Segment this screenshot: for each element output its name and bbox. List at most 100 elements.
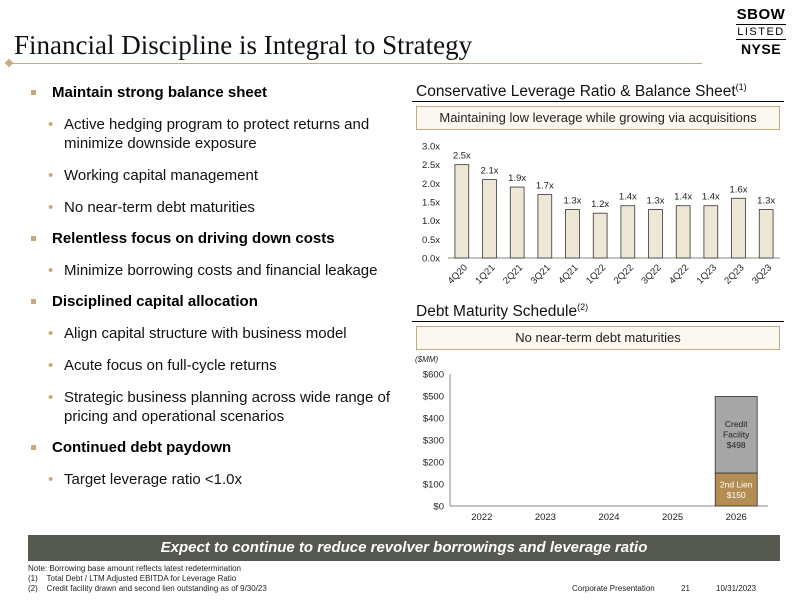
x-tick-label: 3Q21 bbox=[529, 262, 553, 286]
y-tick-label: 0.0x bbox=[422, 254, 440, 265]
leverage-bar bbox=[537, 194, 553, 259]
debt-banner: No near-term debt maturities bbox=[416, 326, 780, 350]
note-line: (1) Total Debt / LTM Adjusted EBITDA for… bbox=[28, 574, 237, 583]
y-tick-label: $400 bbox=[423, 414, 444, 425]
x-tick-label: 2025 bbox=[662, 512, 683, 523]
x-tick-label: 2026 bbox=[726, 512, 747, 523]
leverage-bar bbox=[565, 209, 580, 259]
leverage-data-label: 1.3x bbox=[564, 195, 582, 206]
leverage-data-label: 1.4x bbox=[702, 192, 720, 203]
unit-label: ($MM) bbox=[415, 355, 438, 364]
debt-footnote-ref: (2) bbox=[577, 302, 589, 312]
x-tick-label: 2023 bbox=[535, 512, 556, 523]
x-tick-label: 4Q20 bbox=[446, 262, 470, 286]
x-tick-label: 2Q21 bbox=[501, 262, 525, 286]
title-divider bbox=[10, 63, 702, 64]
leverage-bar bbox=[648, 209, 663, 259]
debt-section-title: Debt Maturity Schedule(2) bbox=[416, 302, 588, 321]
bullet-balance-sheet: Maintain strong balance sheet bbox=[28, 84, 398, 101]
logo-rule bbox=[736, 24, 786, 25]
x-tick-label: 2024 bbox=[598, 512, 619, 523]
y-tick-label: 0.5x bbox=[422, 235, 440, 246]
sub-bullet: Strategic business planning across wide … bbox=[28, 388, 398, 426]
leverage-data-label: 1.3x bbox=[757, 195, 775, 206]
sub-bullet: Target leverage ratio <1.0x bbox=[28, 470, 398, 489]
logo-rule bbox=[736, 39, 786, 40]
leverage-banner: Maintaining low leverage while growing v… bbox=[416, 106, 780, 130]
leverage-data-label: 1.4x bbox=[674, 192, 692, 203]
footnotes: Note: Borrowing base amount reflects lat… bbox=[28, 564, 267, 594]
y-tick-label: $300 bbox=[423, 436, 444, 447]
leverage-bar bbox=[592, 212, 608, 259]
y-tick-label: 2.5x bbox=[422, 160, 440, 171]
leverage-bar bbox=[509, 186, 525, 259]
leverage-bar bbox=[675, 205, 691, 259]
x-tick-label: 2022 bbox=[471, 512, 492, 523]
x-tick-label: 1Q23 bbox=[695, 262, 719, 286]
sub-bullet: Minimize borrowing costs and financial l… bbox=[28, 261, 398, 280]
page-number: 21 bbox=[681, 584, 690, 593]
leverage-data-label: 1.7x bbox=[536, 181, 554, 192]
leverage-data-label: 1.3x bbox=[647, 195, 665, 206]
note-line: (2) Credit facility drawn and second lie… bbox=[28, 584, 267, 593]
leverage-data-label: 2.5x bbox=[453, 151, 471, 162]
page-title: Financial Discipline is Integral to Stra… bbox=[14, 30, 473, 60]
y-tick-label: $200 bbox=[423, 458, 444, 469]
leverage-chart: 0.0x 0.5x 1.0x 1.5x 2.0x 2.5x 3.0x 2.5x 4Q20 2.1x… bbox=[422, 142, 780, 287]
leverage-bar bbox=[758, 209, 774, 259]
bullet-list: Maintain strong balance sheet Active hed… bbox=[28, 84, 398, 502]
leverage-footnote-ref: (1) bbox=[735, 82, 747, 92]
logo-exchange: NYSE bbox=[740, 41, 782, 57]
leverage-section-title: Conservative Leverage Ratio & Balance Sh… bbox=[416, 82, 747, 101]
sub-bullet: Active hedging program to protect return… bbox=[28, 115, 398, 153]
x-tick-label: 2Q22 bbox=[612, 262, 636, 286]
sub-bullet: Acute focus on full-cycle returns bbox=[28, 356, 398, 375]
sub-bullet: Working capital management bbox=[28, 166, 398, 185]
bullet-costs: Relentless focus on driving down costs bbox=[28, 230, 398, 247]
y-tick-label: 1.5x bbox=[422, 198, 440, 209]
debt-chart: ($MM) $0 $100 $200 $300 $400 $500 $600 2022 2023 2… bbox=[415, 355, 768, 523]
x-tick-label: 1Q22 bbox=[584, 262, 608, 286]
credit-facility-label: Credit Facility $498 bbox=[723, 419, 750, 450]
leverage-data-label: 2.1x bbox=[481, 166, 499, 177]
y-tick-label: $0 bbox=[433, 502, 444, 513]
x-tick-label: 2Q23 bbox=[722, 262, 746, 286]
second-lien-bar bbox=[714, 472, 758, 507]
bullet-debt-paydown: Continued debt paydown bbox=[28, 439, 398, 456]
leverage-bar bbox=[454, 164, 470, 259]
leverage-bar bbox=[482, 179, 497, 259]
y-tick-label: 1.0x bbox=[422, 216, 440, 227]
x-tick-label: 3Q23 bbox=[750, 262, 774, 286]
note-line: Note: Borrowing base amount reflects lat… bbox=[28, 564, 241, 573]
x-tick-label: 3Q22 bbox=[639, 262, 663, 286]
footer-banner: Expect to continue to reduce revolver bo… bbox=[28, 535, 780, 561]
sub-bullet: No near-term debt maturities bbox=[28, 198, 398, 217]
x-tick-label: 4Q21 bbox=[556, 262, 580, 286]
leverage-section-rule bbox=[412, 101, 784, 102]
bullet-capital-allocation: Disciplined capital allocation bbox=[28, 293, 398, 310]
x-tick-label: 4Q22 bbox=[667, 262, 691, 286]
leverage-data-label: 1.2x bbox=[591, 199, 609, 210]
y-tick-label: 3.0x bbox=[422, 142, 440, 153]
leverage-bar bbox=[731, 197, 746, 259]
leverage-title-text: Conservative Leverage Ratio & Balance Sh… bbox=[416, 83, 736, 101]
second-lien-label: 2nd Lien $150 bbox=[720, 479, 753, 500]
logo-listed: LISTED bbox=[737, 26, 785, 38]
presentation-date: 10/31/2023 bbox=[716, 584, 757, 593]
leverage-bar bbox=[703, 205, 719, 259]
y-tick-label: 2.0x bbox=[422, 179, 440, 190]
x-tick-label: 1Q21 bbox=[473, 262, 497, 286]
y-tick-label: $500 bbox=[423, 392, 444, 403]
presentation-label: Corporate Presentation bbox=[572, 584, 655, 593]
y-tick-label: $600 bbox=[423, 370, 444, 381]
leverage-bar bbox=[620, 205, 636, 259]
logo-ticker: SBOW bbox=[736, 6, 786, 23]
leverage-data-label: 1.4x bbox=[619, 192, 637, 203]
debt-title-text: Debt Maturity Schedule bbox=[416, 303, 578, 321]
credit-facility-bar bbox=[714, 396, 758, 474]
leverage-data-label: 1.6x bbox=[730, 184, 748, 195]
y-tick-label: $100 bbox=[423, 480, 444, 491]
leverage-data-label: 1.9x bbox=[508, 173, 526, 184]
debt-section-rule bbox=[412, 321, 784, 322]
sub-bullet: Align capital structure with business mo… bbox=[28, 324, 398, 343]
